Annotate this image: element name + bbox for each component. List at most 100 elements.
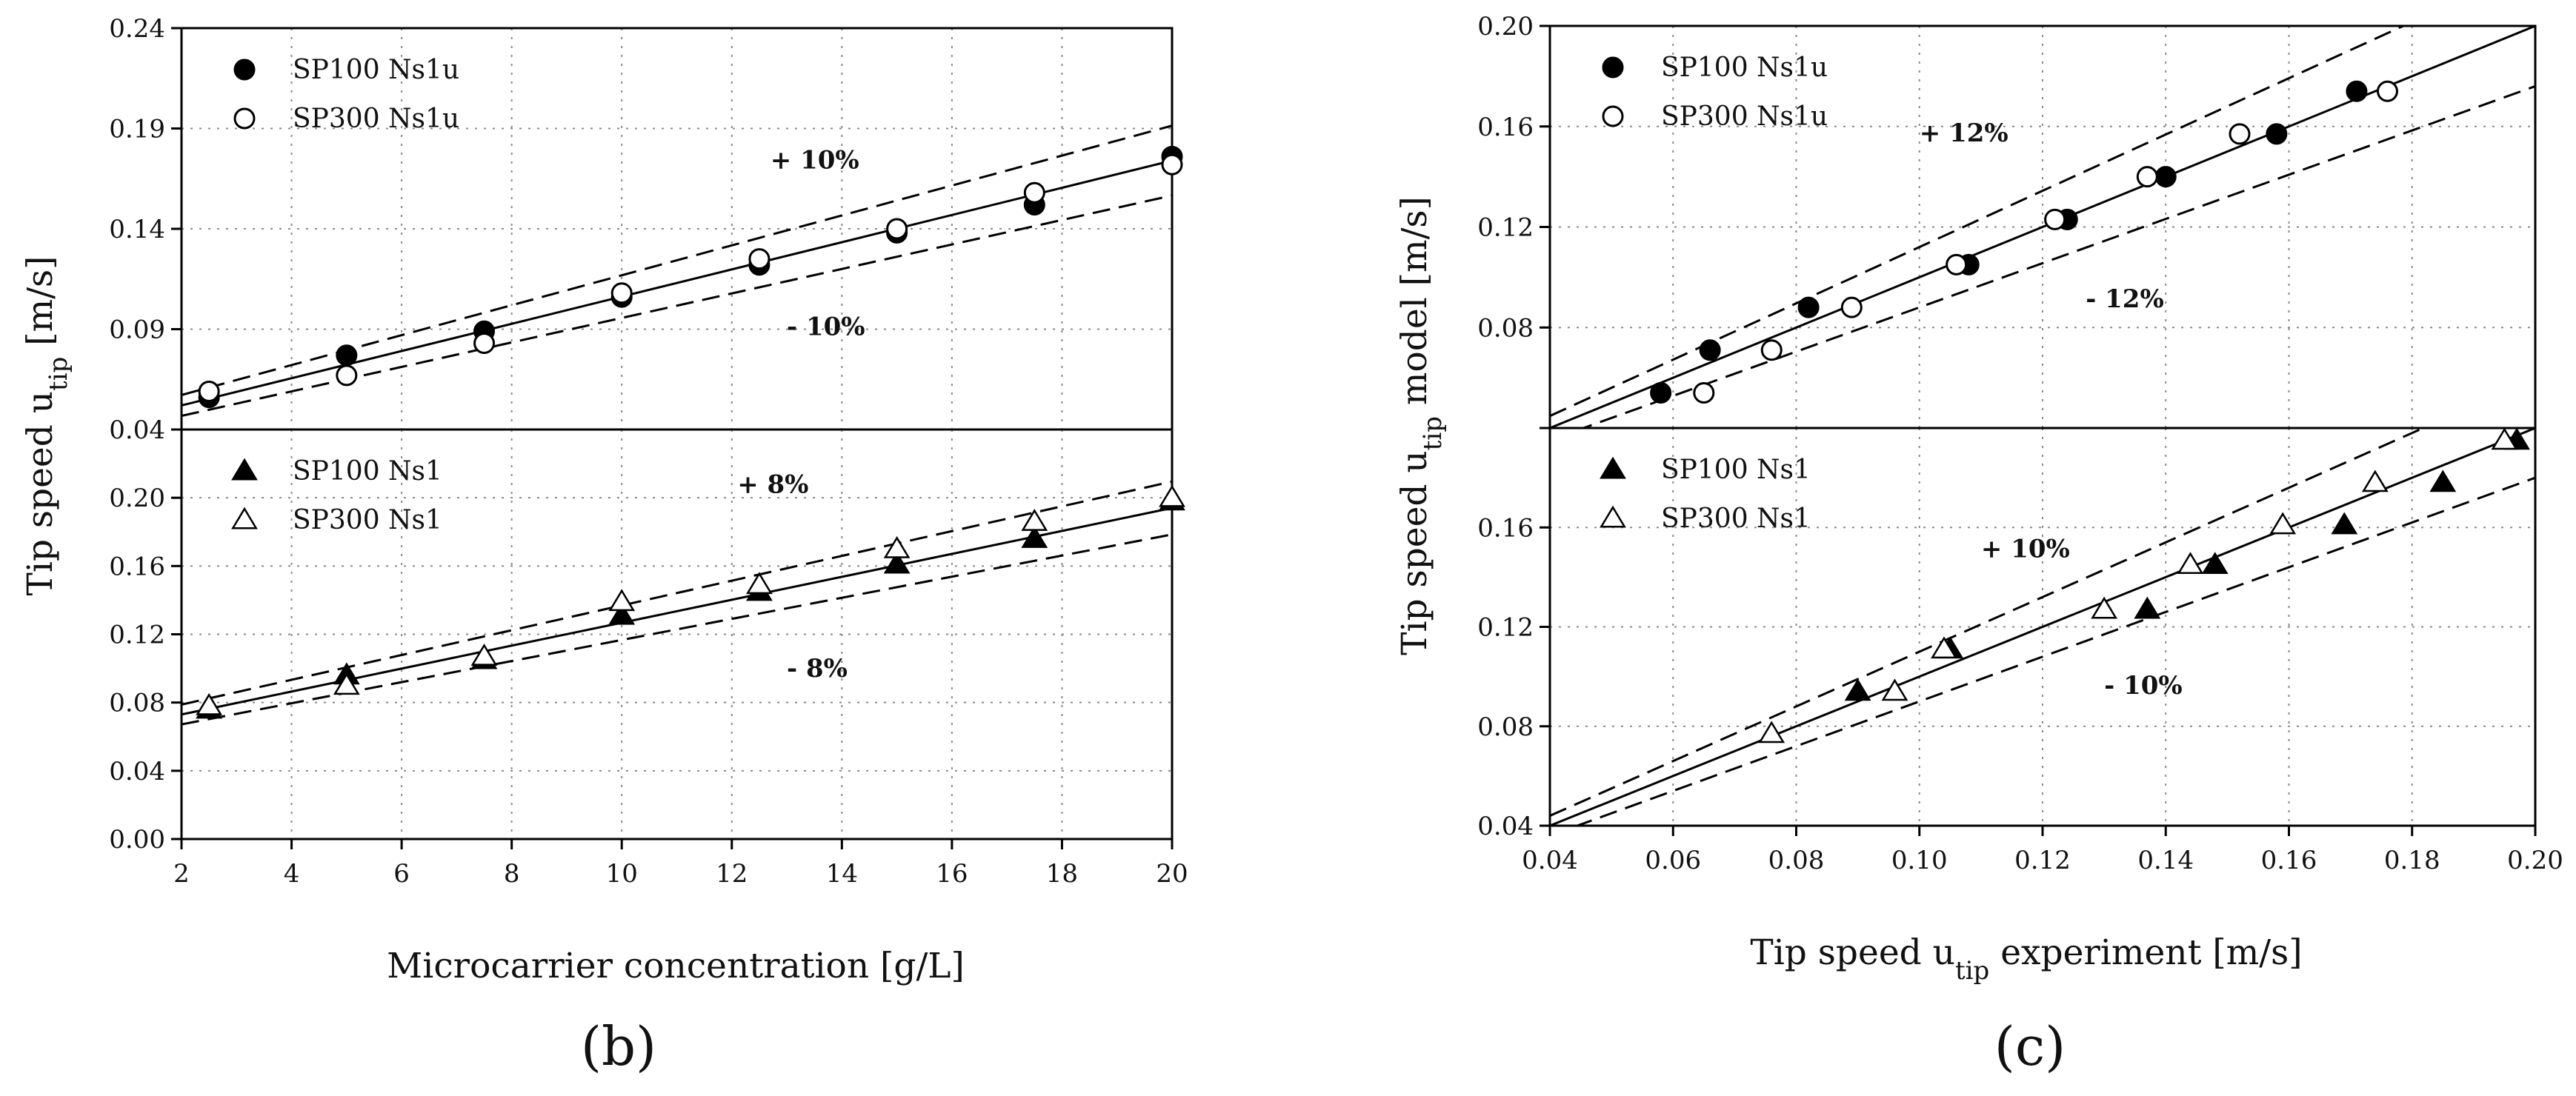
b_bottom-legend-marker-0 bbox=[231, 458, 258, 481]
c_bottom-series-1-point-0 bbox=[1758, 721, 1785, 744]
b_bottom-x-tick-label-3: 8 bbox=[504, 859, 520, 889]
c_top-series-1-point-0 bbox=[1693, 381, 1715, 404]
c_top-lower-band-line bbox=[1580, 85, 2535, 428]
c_bottom-lines bbox=[1550, 428, 2535, 826]
c_bottom-series-0-point-0 bbox=[1844, 678, 1871, 701]
c_bottom-series-0-point-2 bbox=[2134, 596, 2161, 619]
c_bottom-y-tick-label-0: 0.04 bbox=[1477, 812, 1534, 841]
c_bottom-series-1-point-3 bbox=[2091, 596, 2118, 619]
c_bottom-series-1-point-7 bbox=[2491, 427, 2518, 450]
c_bottom-legend-label-1: SP300 Ns1 bbox=[1661, 504, 1811, 534]
c_top-series-1-point-6 bbox=[2229, 123, 2251, 145]
c_top-series-1-point-3 bbox=[1946, 253, 1968, 275]
c_top-series-0-point-0 bbox=[1650, 381, 1672, 404]
b_top-upper-band-line bbox=[182, 124, 1172, 396]
c_bottom-x-tick-label-5: 0.14 bbox=[2137, 846, 2194, 875]
b_bottom-fit-line bbox=[182, 507, 1172, 716]
b_bottom-legend-label-1: SP300 Ns1 bbox=[293, 505, 442, 535]
b_top-annotation-0: + 10% bbox=[771, 146, 859, 176]
b_top-legend-marker-0 bbox=[233, 59, 256, 81]
b_top-legend-label-1: SP300 Ns1u bbox=[293, 104, 459, 134]
b_top-y-tick-label-0: 0.04 bbox=[109, 415, 165, 445]
b_bottom-y-tick-label-4: 0.16 bbox=[109, 552, 165, 581]
c_bottom-series-1-point-5 bbox=[2269, 512, 2297, 535]
chart-b-bottom: 0.00 0.04 0.08 0.12 0.16 0.20 2 4 6 8 10 12 14 16 18 20… bbox=[109, 428, 1188, 889]
b_top-lines bbox=[182, 124, 1172, 418]
b_top-y-tick-label-1: 0.09 bbox=[109, 315, 165, 345]
c_top-fit-line bbox=[1550, 26, 2535, 428]
c_top-legend-marker-1 bbox=[1602, 105, 1624, 127]
b_top-series-0-point-1 bbox=[336, 344, 358, 367]
c_bottom-y-tick-label-3: 0.16 bbox=[1477, 513, 1534, 543]
b_top-series-1-point-6 bbox=[1023, 181, 1045, 204]
b_bottom-annotation-0: + 8% bbox=[737, 470, 808, 499]
b_bottom-x-tick-label-6: 14 bbox=[826, 859, 858, 889]
b_bottom-series-1-point-0 bbox=[196, 692, 223, 715]
c_bottom-x-tick-label-0: 0.04 bbox=[1522, 846, 1578, 875]
b_bottom-lower-band-line bbox=[182, 533, 1172, 726]
c_bottom-series-0-point-5 bbox=[2429, 470, 2457, 492]
c_bottom-series-1-point-1 bbox=[1881, 678, 1908, 701]
b_top-lower-band-line bbox=[182, 194, 1172, 418]
c_top-series-0-point-6 bbox=[2266, 123, 2288, 145]
b_top-legend-label-0: SP100 Ns1u bbox=[293, 55, 459, 85]
b_bottom-series-0-point-3 bbox=[608, 602, 636, 625]
b_bottom-x-tick-label-1: 4 bbox=[284, 859, 300, 889]
c_top-series-1-point-7 bbox=[2377, 80, 2398, 102]
c_bottom-series-0-point-4 bbox=[2331, 512, 2358, 535]
c_top-series-0-point-2 bbox=[1797, 296, 1820, 318]
c_bottom-y-tick-label-2: 0.12 bbox=[1477, 613, 1534, 643]
b_bottom-x-tick-label-5: 12 bbox=[716, 859, 748, 889]
b_top-series-1-point-2 bbox=[473, 332, 496, 354]
c_bottom-fit-line bbox=[1550, 428, 2535, 826]
c_top-series-1-point-2 bbox=[1840, 296, 1863, 318]
b_bottom-series-1-point-5 bbox=[883, 535, 911, 558]
b_bottom-series-1-point-6 bbox=[1021, 509, 1048, 531]
c_top-legend-label-1: SP300 Ns1u bbox=[1661, 101, 1828, 132]
c_bottom-lower-band-line bbox=[1574, 476, 2535, 826]
b_bottom-x-tick-label-4: 10 bbox=[606, 859, 638, 889]
chart-b-top: 0.04 0.09 0.14 0.19 0.24 + 10% - 10% SP100 Ns1u… bbox=[109, 14, 1183, 445]
c_top-y-tick-label-3: 0.20 bbox=[1477, 12, 1534, 41]
b_bottom-series-0-point-6 bbox=[1021, 526, 1048, 548]
b_bottom-x-tick-label-9: 20 bbox=[1156, 859, 1188, 889]
b_bottom-y-tick-label-2: 0.08 bbox=[109, 689, 165, 718]
c_bottom-series-1-point-2 bbox=[1931, 636, 1957, 659]
b_bottom-series-1-point-3 bbox=[608, 589, 636, 612]
c_top-annotation-0: + 12% bbox=[1920, 118, 2008, 148]
c_top-upper-band-line bbox=[1550, 26, 2406, 418]
b_top-y-tick-label-3: 0.19 bbox=[109, 115, 165, 144]
b_bottom-series-1-point-7 bbox=[1159, 484, 1185, 507]
b_top-annotation-1: - 10% bbox=[787, 313, 865, 342]
c_bottom-annotation-0: + 10% bbox=[1981, 535, 2070, 564]
b_top-series-1-point-0 bbox=[198, 381, 220, 403]
c_top-series-1-point-5 bbox=[2136, 166, 2158, 188]
c_top-series-0-point-1 bbox=[1699, 339, 1721, 361]
b_bottom-series-0-point-5 bbox=[883, 551, 911, 574]
c_top-annotation-1: - 12% bbox=[2086, 284, 2164, 314]
c_bottom-x-tick-label-7: 0.18 bbox=[2384, 846, 2440, 875]
c_bottom-x-tick-label-6: 0.16 bbox=[2261, 846, 2317, 875]
b_bottom-y-tick-label-0: 0.00 bbox=[109, 825, 165, 855]
chart-b-x-axis-label: Microcarrier concentration [g/L] bbox=[387, 946, 965, 986]
c_top-series-0-point-5 bbox=[2154, 166, 2177, 188]
c_top-y-tick-label-2: 0.16 bbox=[1477, 113, 1534, 142]
c_bottom-series-1-point-4 bbox=[2177, 552, 2204, 575]
c_top-series-1-point-1 bbox=[1760, 339, 1783, 361]
b_bottom-plot-frame bbox=[180, 428, 1174, 841]
c_bottom-annotation-1: - 10% bbox=[2104, 671, 2183, 701]
c_bottom-x-tick-label-3: 0.10 bbox=[1891, 846, 1948, 875]
c_top-legend-label-0: SP100 Ns1u bbox=[1661, 53, 1828, 83]
b_top-series-1-point-5 bbox=[886, 218, 908, 240]
b_bottom-annotation-1: - 8% bbox=[787, 654, 848, 684]
b_top-legend-marker-1 bbox=[233, 107, 256, 130]
b_top-fit-line bbox=[182, 159, 1172, 407]
c_bottom-legend-label-0: SP100 Ns1 bbox=[1661, 455, 1811, 485]
b_bottom-x-tick-label-0: 2 bbox=[173, 859, 190, 889]
b_bottom-x-tick-label-7: 16 bbox=[936, 859, 968, 889]
c_bottom-x-tick-label-2: 0.08 bbox=[1768, 846, 1825, 875]
c_top-y-tick-label-0: 0.08 bbox=[1477, 313, 1534, 343]
c_top-y-tick-label-1: 0.12 bbox=[1477, 213, 1534, 243]
b_bottom-legend-label-0: SP100 Ns1 bbox=[293, 456, 442, 487]
